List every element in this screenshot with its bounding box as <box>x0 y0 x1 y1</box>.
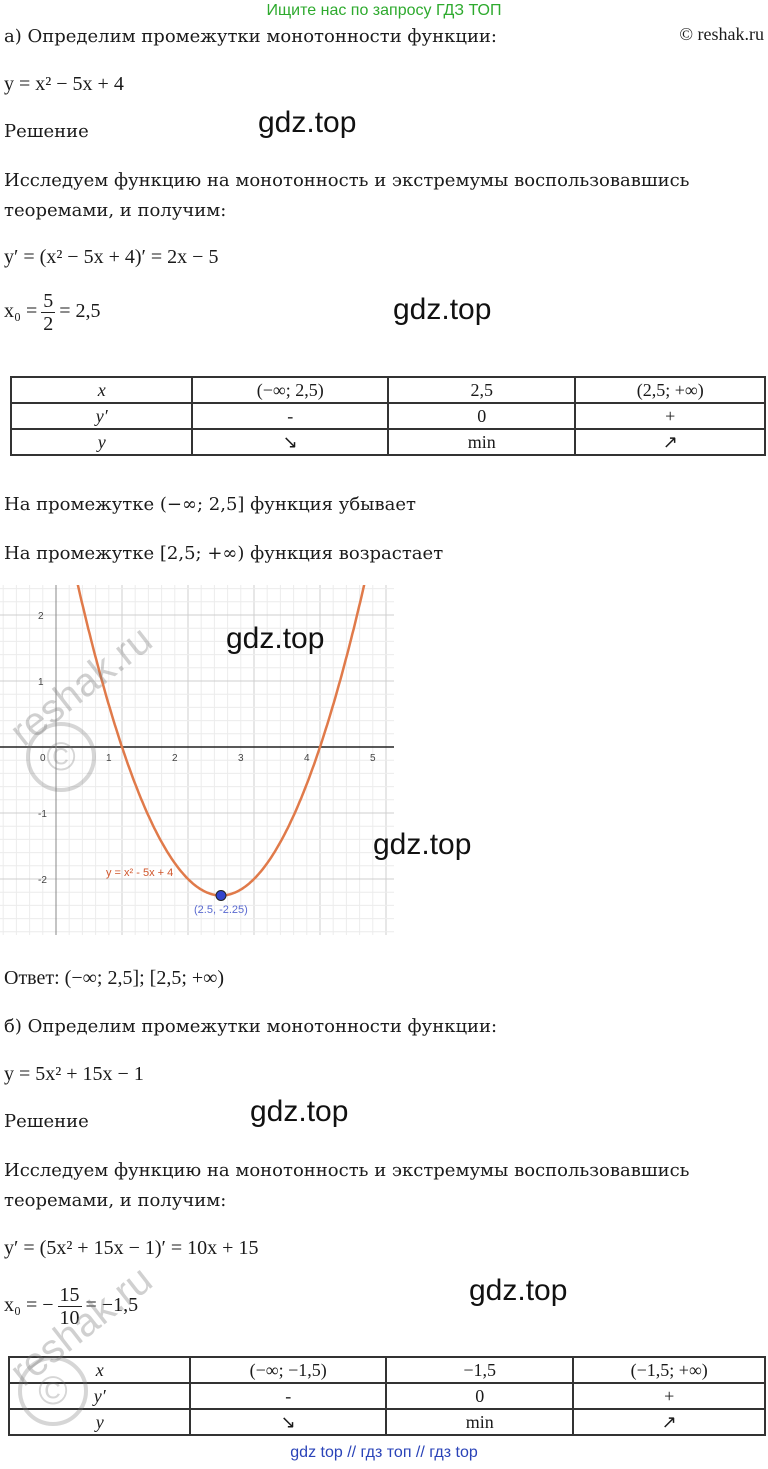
table-cell: - <box>189 1382 387 1410</box>
table-cell: (−∞; 2,5) <box>191 376 389 404</box>
table-cell: 0 <box>384 1382 575 1410</box>
table-cell: min <box>384 1408 575 1436</box>
x-tick-label: 3 <box>238 753 244 764</box>
y-tick-label: 1 <box>38 677 44 688</box>
curve-label: y = x² - 5x + 4 <box>106 867 173 879</box>
site-credit: © reshak.ru <box>679 24 764 44</box>
part-b-x0: x₀ = −15 10 = −1,5 <box>4 1284 138 1329</box>
y-tick-label: -1 <box>38 809 47 820</box>
x0-denominator: 10 <box>59 1307 80 1329</box>
table-cell: + <box>574 402 766 430</box>
x0-fraction: 15 10 <box>57 1284 82 1329</box>
part-b-intro-2: теоремами, и получим: <box>4 1190 227 1211</box>
point-label: (2.5, -2.25) <box>194 904 248 916</box>
copyright-icon: © <box>18 1356 88 1426</box>
table-cell: + <box>572 1382 766 1410</box>
table-cell: (−∞; −1,5) <box>189 1356 387 1384</box>
table-cell: y <box>9 428 194 456</box>
x0-lhs: x₀ = <box>4 300 38 323</box>
copyright-icon: © <box>26 722 96 792</box>
watermark-gdz: gdz.top <box>469 1274 568 1307</box>
table-cell: y′ <box>9 402 194 430</box>
part-a-intro-1: Исследуем функцию на монотонность и экст… <box>4 170 690 191</box>
part-a-answer: Ответ: (−∞; 2,5]; [2,5; +∞) <box>4 967 225 989</box>
x-tick-label: 4 <box>304 753 310 764</box>
part-a-solution-label: Решение <box>4 121 89 142</box>
footer-links[interactable]: gdz top // гдз топ // гдз top <box>290 1444 478 1461</box>
table-row: x (−∞; −1,5) −1,5 (−1,5; +∞) <box>7 1356 766 1384</box>
part-b-intro-1: Исследуем функцию на монотонность и экст… <box>4 1160 690 1181</box>
x0-denominator: 2 <box>43 313 54 335</box>
x0-rhs: = 2,5 <box>59 300 101 323</box>
part-a-intro-2: теоремами, и получим: <box>4 200 227 221</box>
watermark-gdz: gdz.top <box>393 293 492 326</box>
table-cell: 0 <box>386 402 577 430</box>
x-tick-label: 1 <box>106 753 112 764</box>
part-b-heading: б) Определим промежутки монотонности фун… <box>4 1016 498 1037</box>
minimum-point <box>215 890 227 901</box>
table-cell: (−1,5; +∞) <box>572 1356 766 1384</box>
part-b-derivative: y′ = (5x² + 15x − 1)′ = 10x + 15 <box>4 1237 259 1259</box>
x-tick-label: 5 <box>370 753 376 764</box>
part-b-function: y = 5x² + 15x − 1 <box>4 1063 144 1085</box>
y-tick-label: -2 <box>38 875 47 886</box>
table-cell: 2,5 <box>386 376 577 404</box>
table-cell: ↘ <box>189 1408 387 1436</box>
table-row: y′ -0 + <box>9 402 766 430</box>
table-cell: −1,5 <box>384 1356 575 1384</box>
part-a-increasing: На промежутке [2,5; +∞) функция возраста… <box>4 543 444 564</box>
x0-lhs: x₀ = − <box>4 1294 54 1317</box>
watermark-gdz: gdz.top <box>226 622 325 655</box>
table-cell: (2,5; +∞) <box>574 376 766 404</box>
monotonicity-table-b: x (−∞; −1,5) −1,5 (−1,5; +∞) y′ -0 + y ↘ min ↗ <box>7 1356 766 1436</box>
x0-numerator: 15 <box>57 1284 82 1307</box>
watermark-gdz: gdz.top <box>373 828 472 861</box>
part-a-x0: x₀ = 5 2 = 2,5 <box>4 290 101 335</box>
table-cell: ↗ <box>572 1408 766 1436</box>
y-tick-labels: 2 1 -1 -2 <box>38 611 47 886</box>
part-b-solution-label: Решение <box>4 1111 89 1132</box>
table-cell: x <box>9 376 194 404</box>
x-tick-label: 2 <box>172 753 178 764</box>
top-banner[interactable]: Ищите нас по запросу ГДЗ ТОП <box>266 2 502 19</box>
table-row: x (−∞; 2,5) 2,5 (2,5; +∞) <box>9 376 766 404</box>
part-a-decreasing: На промежутке (−∞; 2,5] функция убывает <box>4 494 416 515</box>
watermark-gdz: gdz.top <box>258 106 357 139</box>
y-tick-label: 2 <box>38 611 44 622</box>
table-row: y′ -0 + <box>7 1382 766 1410</box>
table-cell: - <box>191 402 389 430</box>
table-row: y ↘ min ↗ <box>9 428 766 456</box>
part-a-function: y = x² − 5x + 4 <box>4 73 124 95</box>
table-cell: min <box>386 428 577 456</box>
watermark-gdz: gdz.top <box>250 1095 349 1128</box>
table-cell: ↗ <box>574 428 766 456</box>
x0-rhs: = −1,5 <box>85 1294 139 1317</box>
table-cell: ↘ <box>191 428 389 456</box>
x0-numerator: 5 <box>41 290 56 313</box>
monotonicity-table-a: x (−∞; 2,5) 2,5 (2,5; +∞) y′ -0 + y ↘ min ↗ <box>9 376 766 456</box>
part-a-heading: а) Определим промежутки монотонности фун… <box>4 26 497 47</box>
table-row: y ↘ min ↗ <box>7 1408 766 1436</box>
part-a-derivative: y′ = (x² − 5x + 4)′ = 2x − 5 <box>4 246 219 268</box>
